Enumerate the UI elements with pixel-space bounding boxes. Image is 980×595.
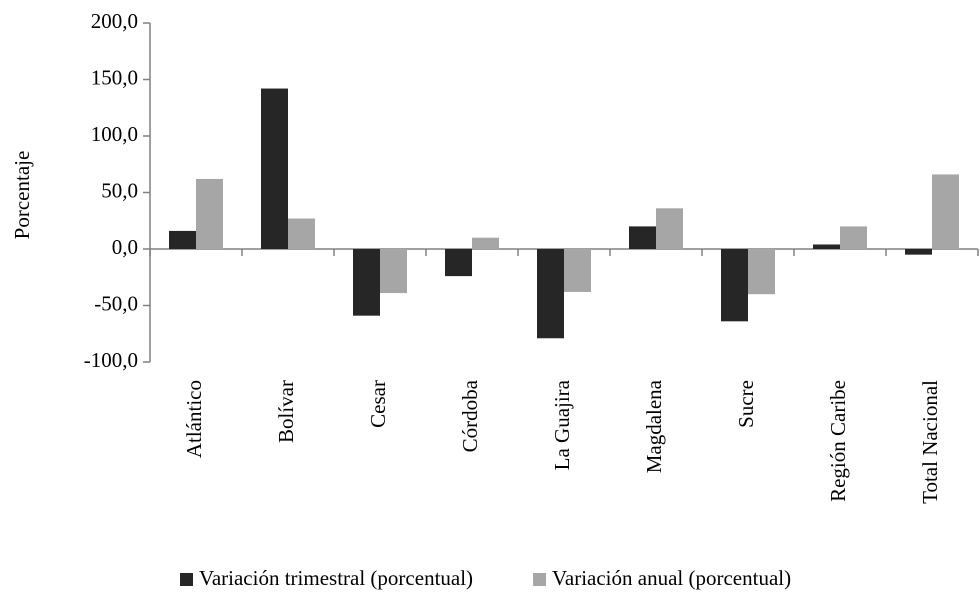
y-tick-label: 150,0: [91, 65, 138, 89]
x-tick-label: Atlántico: [182, 380, 206, 458]
legend-swatch: [533, 573, 547, 586]
bar: [932, 174, 959, 249]
x-tick-label: Sucre: [734, 380, 758, 428]
bar: [445, 249, 472, 277]
bar: [840, 226, 867, 249]
x-tick-label: Córdoba: [458, 379, 482, 452]
y-tick-label: 200,0: [91, 9, 138, 33]
x-tick-label: Bolívar: [274, 380, 298, 443]
bar: [905, 249, 932, 255]
bar: [288, 218, 315, 249]
bar: [629, 226, 656, 249]
y-tick-label: 100,0: [91, 122, 138, 146]
bar: [261, 88, 288, 249]
x-tick-label: Región Caribe: [826, 380, 850, 502]
bar: [813, 244, 840, 249]
bar: [380, 249, 407, 294]
x-tick-label: Cesar: [366, 380, 390, 428]
y-tick-label: -100,0: [84, 348, 138, 372]
bar: [472, 237, 499, 249]
legend-label: Variación trimestral (porcentual): [199, 566, 473, 590]
y-tick-label: 0,0: [112, 235, 138, 259]
y-tick-label: 50,0: [101, 178, 138, 202]
bar: [564, 249, 591, 292]
x-tick-label: La Guajira: [550, 379, 574, 470]
bar: [656, 208, 683, 249]
bar: [748, 249, 775, 295]
legend-label: Variación anual (porcentual): [552, 566, 791, 590]
x-tick-label: Total Nacional: [918, 380, 942, 504]
legend-swatch: [180, 573, 193, 586]
bar: [537, 249, 564, 339]
y-tick-label: -50,0: [94, 291, 138, 315]
bar: [721, 249, 748, 322]
x-tick-label: Magdalena: [642, 379, 666, 473]
bar: [196, 178, 223, 249]
bar: [353, 249, 380, 316]
y-axis-label: Porcentaje: [10, 151, 34, 240]
bar: [169, 230, 196, 249]
